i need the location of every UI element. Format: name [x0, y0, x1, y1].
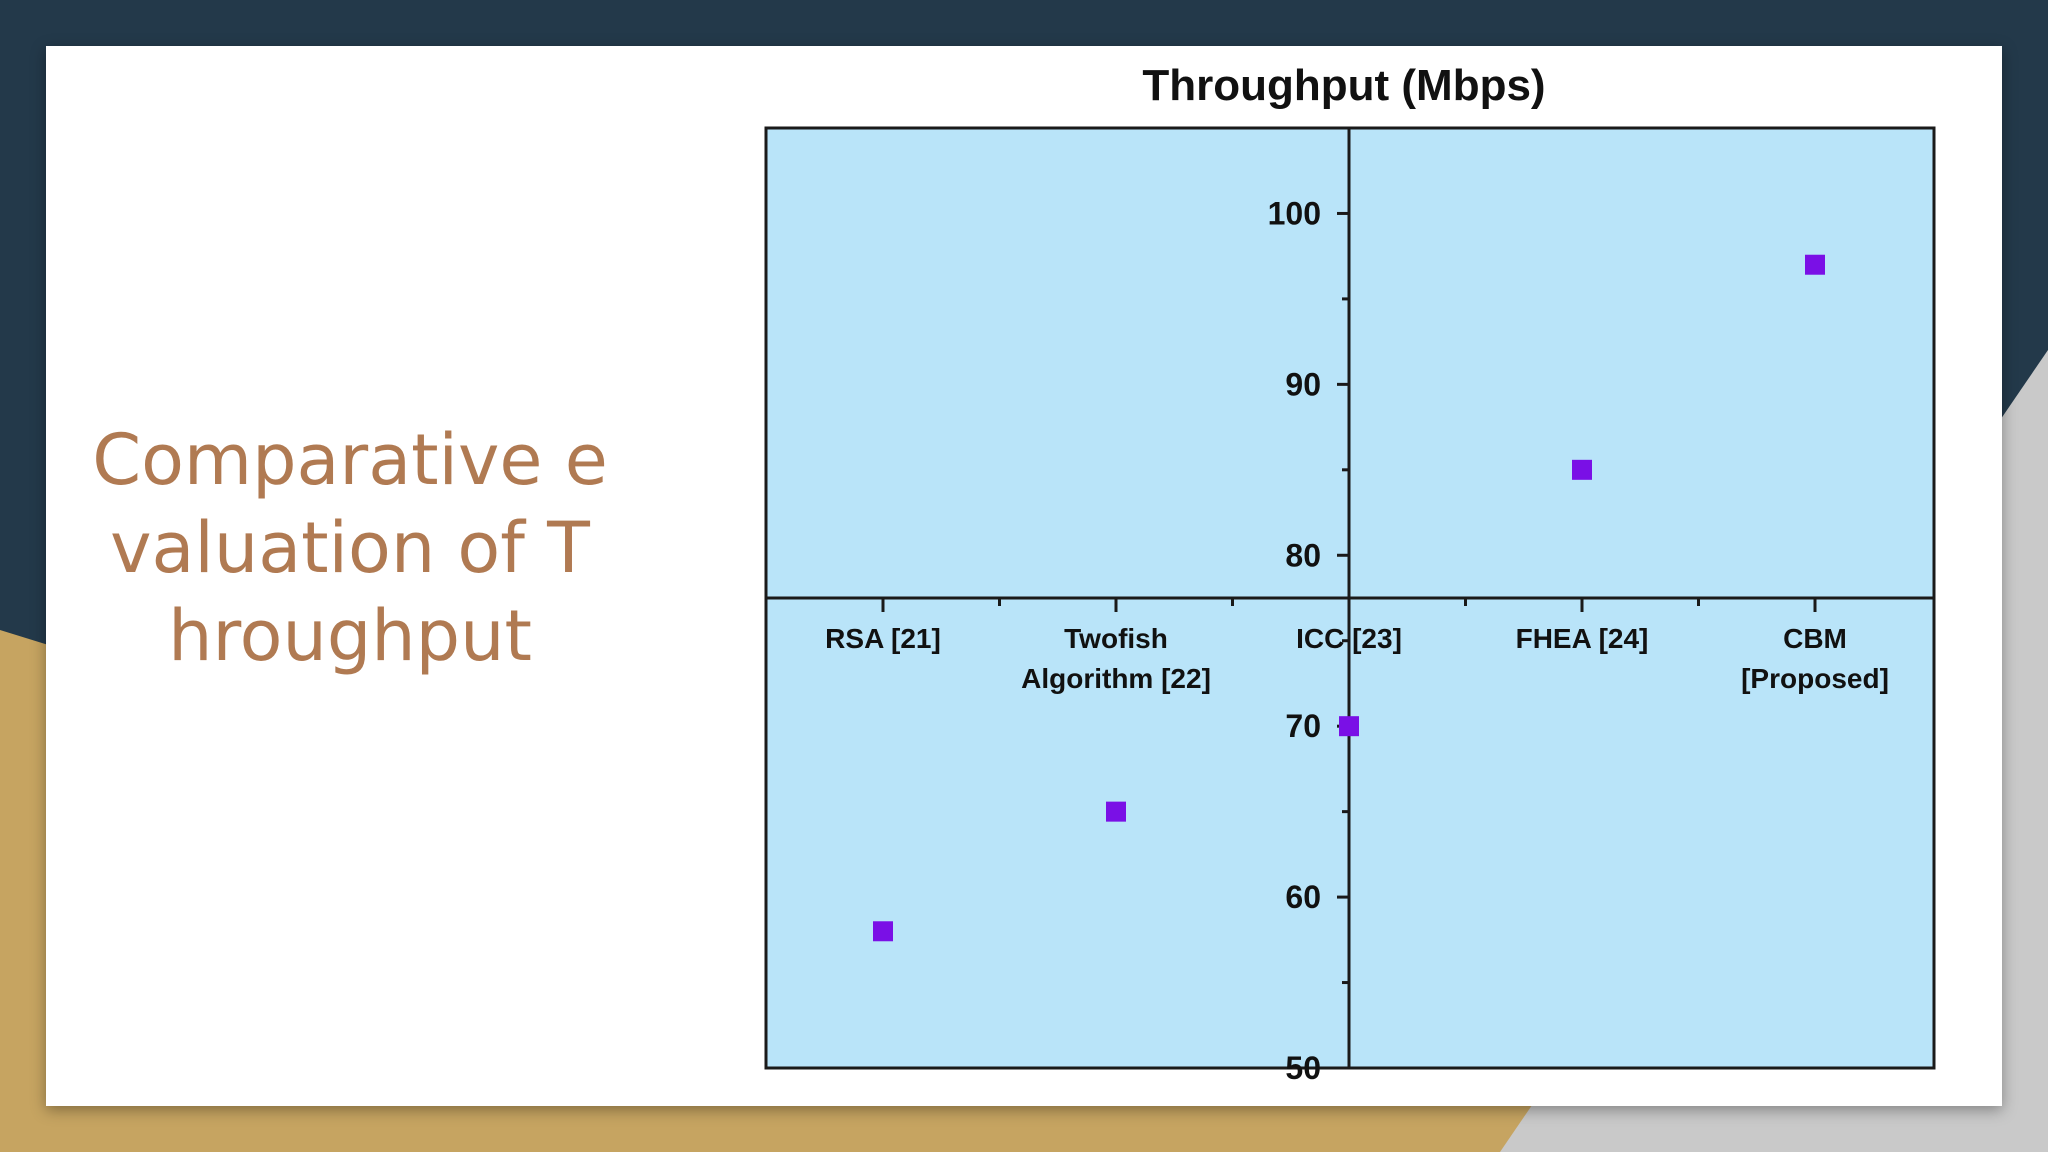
x-category-label: CBM [Proposed]	[1741, 623, 1889, 694]
data-point	[1572, 459, 1592, 480]
slide-title: Comparative evaluation of Throughput	[92, 419, 608, 677]
axes: 50 60 70 80 90 100 RSA [21] Twofish Algorithm [2…	[766, 128, 1934, 1086]
y-tick-label: 80	[1285, 537, 1321, 573]
data-point	[1805, 254, 1825, 275]
x-category-label: ICC [23]	[1296, 623, 1402, 654]
y-tick-label: 90	[1285, 366, 1321, 402]
gold-accent-bottom	[0, 1100, 1650, 1152]
y-tick-label: 100	[1268, 195, 1321, 231]
y-tick-label: 70	[1285, 708, 1321, 744]
throughput-chart: Throughput (Mbps) 50 60 70 80 90 100 RSA [21] T…	[764, 61, 1936, 1086]
data-point	[1106, 801, 1126, 822]
data-point	[1339, 716, 1359, 737]
data-points	[873, 254, 1825, 942]
x-category-label: RSA [21]	[825, 623, 941, 654]
x-category-label: FHEA [24]	[1516, 623, 1649, 654]
chart-title: Throughput (Mbps)	[1142, 61, 1545, 110]
y-tick-label: 50	[1285, 1050, 1321, 1086]
slide-card: Comparative evaluation of Throughput Thr…	[46, 46, 2002, 1106]
x-category-label: Twofish Algorithm [22]	[1021, 623, 1211, 694]
y-tick-label: 60	[1285, 879, 1321, 915]
data-point	[873, 921, 893, 942]
